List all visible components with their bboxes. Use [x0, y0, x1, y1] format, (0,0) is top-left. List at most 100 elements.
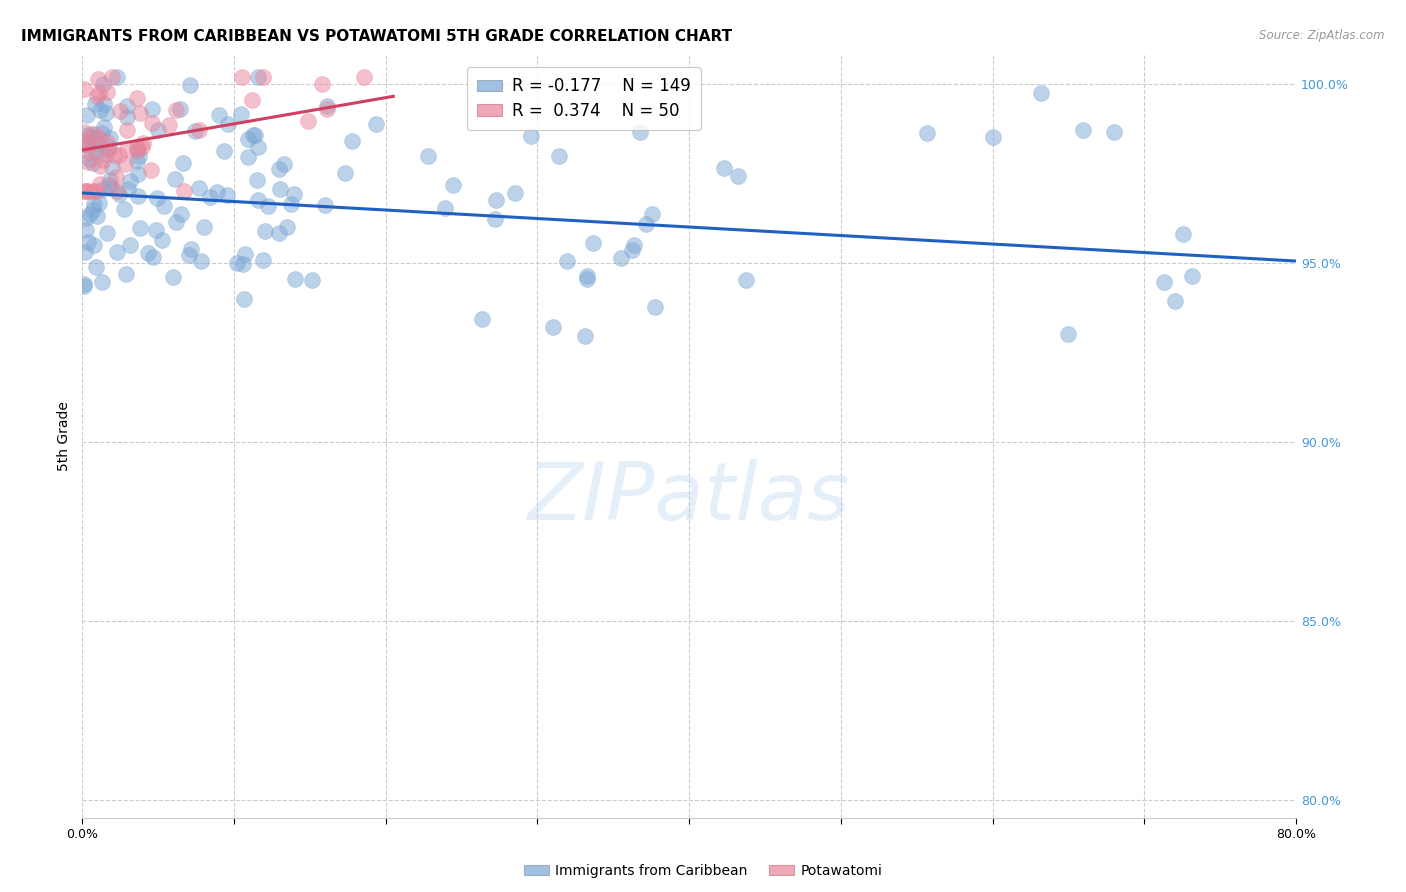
Point [555, 253, 578, 268]
Point [284, 272, 307, 286]
Point [80, 129, 103, 144]
Point [91, 153, 114, 167]
Point [86, 209, 108, 223]
Point [1163, 294, 1185, 309]
Point [253, 224, 276, 238]
Point [574, 329, 596, 343]
Point [981, 130, 1004, 145]
Point [273, 157, 295, 171]
Point [179, 248, 201, 262]
Point [73, 125, 96, 139]
Point [247, 70, 270, 84]
Point [252, 253, 274, 268]
Point [238, 149, 260, 163]
Point [713, 161, 735, 175]
Point [433, 201, 456, 215]
Point [105, 184, 128, 198]
Point [112, 202, 135, 216]
Point [364, 117, 387, 131]
Point [229, 107, 252, 121]
Point [84, 184, 107, 198]
Point [89, 87, 111, 101]
Point [84, 145, 107, 159]
Point [245, 128, 267, 142]
Point [115, 267, 138, 281]
Point [242, 128, 264, 142]
Point [101, 161, 124, 175]
Point [141, 116, 163, 130]
Point [173, 184, 195, 198]
Text: IMMIGRANTS FROM CARIBBEAN VS POTAWATOMI 5TH GRADE CORRELATION CHART: IMMIGRANTS FROM CARIBBEAN VS POTAWATOMI … [21, 29, 733, 44]
Point [73, 184, 96, 198]
Point [142, 250, 165, 264]
Point [157, 118, 180, 132]
Point [335, 166, 357, 180]
Point [97, 143, 120, 157]
Point [162, 269, 184, 284]
Point [79, 207, 101, 221]
Point [84, 127, 107, 141]
Point [267, 226, 290, 240]
Point [353, 70, 375, 84]
Point [315, 103, 337, 117]
Point [89, 195, 111, 210]
Point [212, 144, 235, 158]
Point [128, 221, 150, 235]
Text: ZIPatlas: ZIPatlas [529, 458, 851, 537]
Point [91, 182, 114, 196]
Point [80, 127, 103, 141]
Point [179, 78, 201, 93]
Point [621, 244, 644, 258]
Point [246, 193, 269, 207]
Point [120, 174, 142, 188]
Point [183, 123, 205, 137]
Point [129, 106, 152, 120]
Point [163, 171, 186, 186]
Point [89, 103, 111, 118]
Point [83, 132, 105, 146]
Point [89, 159, 111, 173]
Legend: R = -0.177    N = 149, R =  0.374    N = 50: R = -0.177 N = 149, R = 0.374 N = 50 [467, 67, 700, 130]
Point [125, 90, 148, 104]
Point [644, 300, 666, 314]
Point [73, 134, 96, 148]
Point [541, 319, 564, 334]
Point [280, 197, 302, 211]
Point [146, 123, 169, 137]
Point [73, 277, 96, 291]
Point [193, 219, 215, 234]
Point [76, 108, 98, 122]
Point [208, 108, 231, 122]
Point [82, 203, 104, 218]
Point [641, 207, 664, 221]
Point [86, 89, 108, 103]
Point [132, 136, 155, 150]
Point [128, 149, 150, 163]
Point [188, 122, 211, 136]
Point [83, 238, 105, 252]
Point [84, 260, 107, 274]
Point [1029, 86, 1052, 100]
Point [231, 70, 253, 84]
Point [418, 149, 440, 163]
Point [297, 113, 319, 128]
Point [169, 103, 191, 117]
Point [153, 198, 176, 212]
Point [1071, 123, 1094, 137]
Point [117, 99, 139, 113]
Point [105, 244, 128, 259]
Point [73, 279, 96, 293]
Point [145, 223, 167, 237]
Point [190, 254, 212, 268]
Point [471, 312, 494, 326]
Point [87, 131, 110, 145]
Point [77, 235, 100, 249]
Point [575, 272, 598, 286]
Point [257, 199, 280, 213]
Point [610, 251, 633, 265]
Point [150, 233, 173, 247]
Point [188, 181, 211, 195]
Point [238, 132, 260, 146]
Point [107, 70, 129, 84]
Point [485, 193, 508, 207]
